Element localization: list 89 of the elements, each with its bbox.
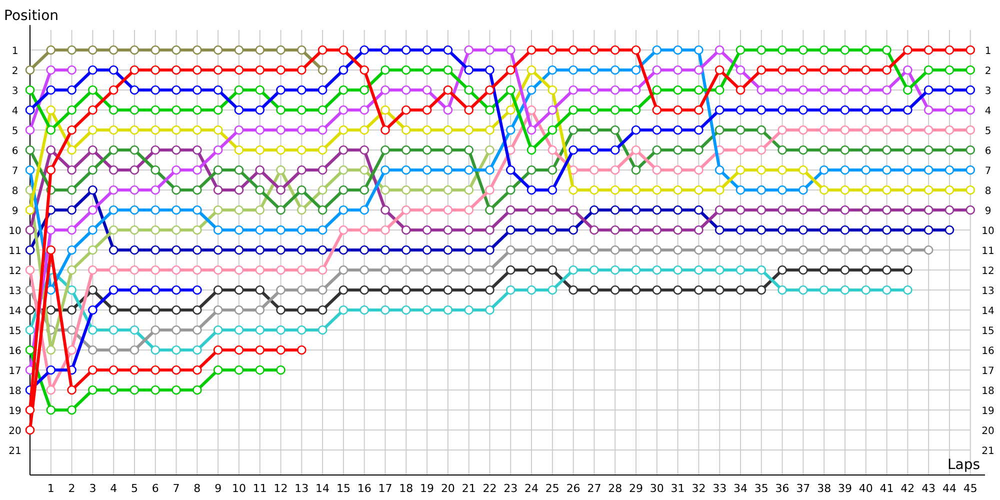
y-tick-label: 10 [8,226,22,237]
y2-tick-label: 13 [982,286,994,297]
x-tick-label: 18 [399,482,414,495]
y2-tick-label: 4 [984,106,992,117]
x-tick-label: 31 [670,482,685,495]
x-tick-label: 2 [68,482,76,495]
x-tick-label: 16 [357,482,372,495]
y-tick-label: 4 [12,106,18,117]
y-tick-label: 7 [12,166,18,177]
x-tick-label: 37 [796,482,810,495]
y-tick-label: 6 [12,146,18,157]
x-tick-label: 39 [838,482,852,495]
x-tick-label: 29 [629,482,644,495]
y2-tick-label: 10 [982,226,994,237]
y-tick-label: 20 [8,426,22,437]
x-tick-label: 11 [252,482,267,495]
y2-tick-label: 16 [982,346,994,357]
y-tick-label: 2 [12,66,18,77]
x-tick-label: 22 [482,482,497,495]
y-tick-label: 9 [12,206,18,217]
x-tick-label: 23 [504,482,518,495]
y-tick-label: 5 [12,126,18,137]
x-tick-label: 21 [462,482,476,495]
y-tick-label: 18 [8,386,22,397]
y2-tick-label: 3 [984,86,992,97]
x-tick-label: 9 [214,482,222,495]
y2-tick-label: 18 [982,386,994,397]
x-tick-label: 40 [858,482,873,495]
y-tick-label: 1 [12,46,18,57]
x-tick-label: 4 [110,482,118,495]
y2-tick-label: 17 [982,366,994,377]
y-tick-label: 17 [8,366,22,377]
y2-tick-label: 9 [984,206,992,217]
y-tick-label: 19 [8,406,22,417]
x-tick-label: 27 [587,482,602,495]
x-tick-label: 6 [152,482,159,495]
y-tick-label: 21 [8,446,22,457]
y-axis-title: Position [4,8,59,24]
x-tick-label: 34 [734,482,748,495]
y2-tick-label: 12 [982,266,994,277]
y2-tick-label: 2 [984,66,992,77]
y2-tick-label: 5 [984,126,992,137]
x-tick-label: 1 [47,482,54,495]
y-tick-label: 11 [8,246,22,257]
x-tick-label: 33 [712,482,727,495]
y2-tick-label: 20 [982,426,994,437]
x-tick-label: 36 [775,482,790,495]
y2-tick-label: 15 [982,326,994,337]
x-tick-label: 13 [294,482,309,495]
x-tick-label: 32 [692,482,706,495]
x-tick-label: 10 [232,482,246,495]
y2-tick-label: 21 [982,446,994,457]
x-tick-label: 44 [942,482,956,495]
x-tick-label: 43 [922,482,936,495]
x-tick-label: 42 [900,482,915,495]
x-tick-label: 30 [650,482,664,495]
x-tick-label: 26 [566,482,580,495]
y2-tick-label: 6 [984,146,992,157]
x-tick-label: 28 [608,482,622,495]
y-tick-label: 14 [8,306,22,317]
x-tick-label: 25 [545,482,560,495]
x-tick-label: 20 [440,482,455,495]
x-tick-label: 24 [524,482,539,495]
x-tick-label: 15 [336,482,350,495]
y-tick-label: 8 [12,186,18,197]
x-tick-label: 14 [316,482,330,495]
y-tick-label: 16 [8,346,22,357]
y2-tick-label: 14 [982,306,994,317]
x-axis-title: Laps [947,457,980,473]
y-tick-label: 3 [12,86,18,97]
y-tick-label: 12 [8,266,22,277]
y2-tick-label: 19 [982,406,994,417]
y-tick-label: 13 [8,286,22,297]
x-tick-label: 17 [378,482,392,495]
x-tick-label: 35 [754,482,768,495]
x-tick-label: 45 [963,482,978,495]
y2-tick-label: 8 [984,186,992,197]
x-tick-label: 5 [130,482,138,495]
y2-tick-label: 7 [984,166,992,177]
y-tick-label: 15 [8,326,22,337]
x-tick-label: 3 [89,482,96,495]
x-tick-label: 38 [817,482,832,495]
y2-tick-label: 11 [982,246,994,257]
x-tick-label: 12 [274,482,288,495]
x-tick-label: 8 [194,482,201,495]
x-tick-label: 7 [172,482,180,495]
y2-tick-label: 1 [984,46,992,57]
x-tick-label: 19 [420,482,434,495]
x-tick-label: 41 [880,482,894,495]
